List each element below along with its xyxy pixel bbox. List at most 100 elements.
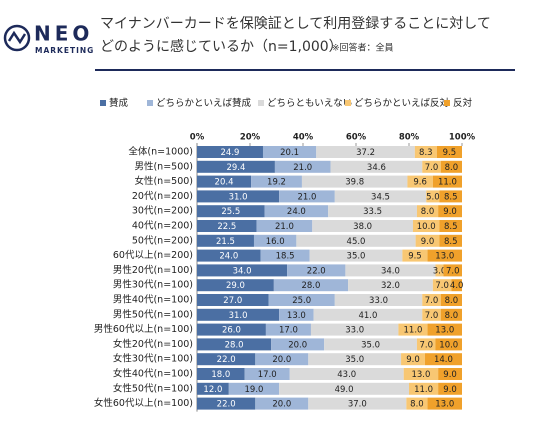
value-label: 25.0 (292, 296, 311, 306)
bar-segment (309, 249, 403, 262)
bar-segment (256, 220, 313, 232)
bar-segment (251, 175, 302, 188)
bar-segment (424, 353, 462, 366)
value-label: 31.0 (229, 192, 248, 202)
value-label: 21.0 (293, 163, 312, 173)
value-label: 9.0 (406, 355, 420, 365)
value-label: 13.0 (435, 252, 454, 262)
legend-swatch (147, 100, 153, 106)
bar-segment (436, 146, 462, 158)
value-label: 20.0 (288, 340, 307, 350)
value-label: 9.0 (443, 207, 457, 217)
y-tick-label: 全体(n=1000) (128, 146, 193, 158)
y-tick-label: 男性40代(n=100) (113, 294, 193, 306)
value-label: 33.0 (345, 326, 364, 336)
value-label: 14.0 (434, 355, 453, 365)
bar-segment (274, 160, 331, 173)
bar-segment (348, 279, 433, 292)
bar-segment (334, 294, 423, 306)
y-tick-label: 女性40代(n=100) (113, 368, 193, 380)
bar-segment (438, 368, 462, 380)
value-label: 5.0 (426, 192, 440, 202)
bar-segment (308, 353, 402, 366)
value-label: 9.0 (443, 385, 457, 395)
value-label: 39.8 (345, 178, 364, 188)
bar-segment (324, 338, 417, 351)
bar-segment (197, 353, 256, 366)
value-label: 35.0 (361, 340, 380, 350)
value-label: 21.0 (275, 222, 294, 232)
bar-segment (438, 205, 462, 218)
value-label: 25.5 (221, 207, 240, 217)
bar-segment (279, 382, 409, 395)
chart-subtitle: どのように感じているか（n=1,000） (100, 38, 343, 55)
value-label: 16.0 (266, 237, 285, 247)
value-label: 9.0 (443, 370, 457, 380)
bar-segment (262, 146, 317, 158)
value-label: 8.0 (421, 207, 435, 217)
y-tick-label: 女性20代(n=100) (113, 338, 193, 350)
y-tick-label: 女性60代以上(n=100) (94, 397, 193, 409)
chart-note: ※回答者：全員 (332, 42, 394, 54)
value-label: 11.0 (438, 178, 457, 188)
value-label: 22.0 (217, 355, 236, 365)
bar-segment (197, 323, 266, 336)
value-label: 8.5 (444, 222, 458, 232)
value-label: 33.0 (369, 296, 388, 306)
value-label: 17.0 (279, 326, 298, 336)
value-label: 21.5 (216, 237, 235, 247)
value-label: 20.0 (272, 400, 291, 410)
bar-segment (197, 160, 275, 173)
bar-segment (264, 205, 329, 218)
y-tick-label: 男性60代以上(n=100) (94, 323, 193, 335)
bar-segment (422, 294, 441, 306)
value-label: 4.0 (450, 281, 464, 291)
bar-segment (312, 220, 413, 232)
value-label: 13.0 (435, 400, 454, 410)
bar-segment (412, 220, 440, 232)
bar-segment (316, 146, 415, 158)
bar-segment (197, 308, 280, 321)
y-tick-label: 20代(n=200) (132, 191, 193, 202)
bar-segment (406, 397, 428, 410)
legend-label: どちらかといえば反対 (354, 97, 450, 109)
value-label: 7.0 (446, 266, 460, 276)
bar-segment (330, 160, 423, 173)
value-label: 8.0 (410, 400, 424, 410)
value-label: 31.0 (229, 311, 248, 321)
y-tick-label: 男性20代(n=100) (113, 264, 193, 276)
x-tick-label: 100% (449, 133, 476, 143)
bar-segment (197, 338, 272, 351)
bar-segment (197, 368, 245, 380)
bar-segment (435, 264, 444, 277)
bar-segment (228, 382, 280, 395)
bar-segment (398, 323, 428, 336)
bar-segment (271, 338, 325, 351)
bar-segment (438, 382, 462, 395)
bar-segment (308, 397, 407, 410)
bar-segment (265, 323, 311, 336)
y-tick-label: 60代以上(n=200) (113, 250, 193, 261)
value-label: 9.5 (408, 252, 422, 262)
value-label: 21.0 (298, 192, 317, 202)
value-label: 20.0 (272, 355, 291, 365)
legend-label: どちらともいえない (267, 98, 352, 109)
value-label: 18.5 (276, 252, 295, 262)
brand-sub: MARKETING (35, 46, 94, 55)
value-label: 9.6 (413, 178, 427, 188)
bar-segment (427, 397, 462, 410)
bar-segment (345, 264, 436, 277)
bar-segment (427, 323, 462, 336)
x-tick-label: 80% (399, 133, 420, 143)
value-label: 22.0 (307, 266, 326, 276)
y-tick-label: 女性50代(n=100) (113, 382, 193, 394)
bar-segment (439, 190, 462, 203)
value-label: 34.0 (233, 266, 252, 276)
bar-segment (409, 382, 439, 395)
value-label: 49.0 (335, 385, 354, 395)
bar-segment (432, 279, 452, 292)
x-tick-label: 20% (240, 133, 261, 143)
value-label: 20.4 (215, 178, 234, 188)
value-label: 12.0 (203, 385, 222, 395)
